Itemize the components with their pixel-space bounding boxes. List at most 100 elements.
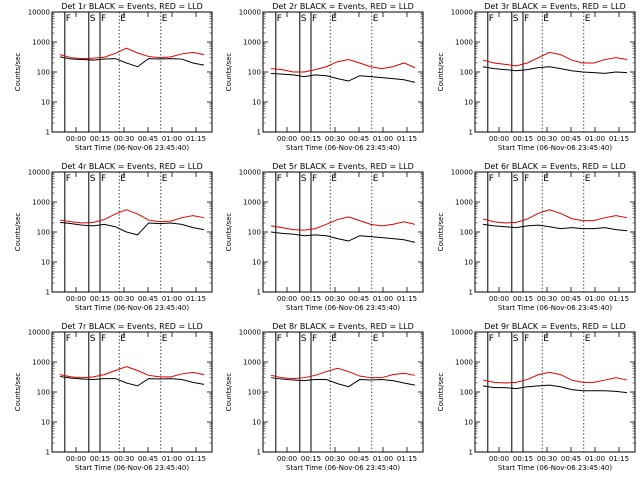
ytick-label: 10000	[451, 329, 473, 337]
xtick-label: 00:15	[90, 295, 110, 303]
event-marker-label: E	[543, 14, 549, 24]
ytick-label: 10	[41, 99, 50, 107]
event-marker-label: F	[101, 174, 106, 184]
event-marker-label: F	[489, 14, 494, 24]
series-black-events	[270, 231, 416, 243]
event-marker-label: S	[301, 14, 307, 24]
event-marker-label: E	[162, 14, 168, 24]
x-axis-label: Start Time (06-Nov-06 23:45:40)	[75, 304, 189, 312]
event-marker-label: F	[101, 14, 106, 24]
ytick-label: 10	[252, 419, 261, 427]
series-red-lld	[482, 51, 628, 67]
event-marker-label: S	[90, 334, 96, 344]
event-marker-label: S	[90, 174, 96, 184]
ytick-label: 1	[469, 289, 473, 297]
xtick-label: 00:30	[325, 455, 345, 463]
ytick-label: 10000	[239, 169, 261, 177]
event-marker-label: F	[312, 14, 317, 24]
ytick-label: 10	[464, 419, 473, 427]
event-marker-label: E	[585, 14, 591, 24]
event-marker-label: E	[585, 334, 591, 344]
y-axis-label: Counts/sec	[225, 373, 233, 412]
xtick-label: 01:15	[397, 135, 417, 143]
panel-5: Det 5r BLACK = Events, RED = LLD 1 10 100 10…	[225, 162, 424, 312]
panel-3: Det 3r BLACK = Events, RED = LLD 1 10 100 10…	[437, 2, 636, 152]
ytick-label: 100	[248, 229, 261, 237]
series-red-lld	[270, 216, 416, 231]
xtick-label: 00:30	[325, 135, 345, 143]
series-red-lld	[59, 366, 205, 379]
xtick-label: 00:15	[301, 295, 321, 303]
y-axis-label: Counts/sec	[437, 213, 445, 252]
event-marker-label: E	[331, 334, 337, 344]
ytick-label: 1000	[243, 39, 261, 47]
panel-8: Det 8r BLACK = Events, RED = LLD 1 10 100 10…	[225, 322, 424, 472]
y-axis-label: Counts/sec	[14, 373, 22, 412]
event-marker-label: E	[162, 334, 168, 344]
xtick-label: 01:15	[609, 135, 629, 143]
plot-frame	[474, 11, 636, 133]
panel-6: Det 6r BLACK = Events, RED = LLD 1 10 100 10…	[437, 162, 636, 312]
ytick-label: 1	[46, 449, 50, 457]
xtick-label: 01:00	[162, 455, 182, 463]
xtick-label: 00:30	[114, 135, 134, 143]
ytick-label: 100	[37, 229, 50, 237]
xtick-label: 00:45	[138, 295, 158, 303]
event-marker-label: E	[543, 334, 549, 344]
xtick-label: 00:45	[138, 455, 158, 463]
xtick-label: 00:00	[489, 455, 509, 463]
y-axis-label: Counts/sec	[437, 53, 445, 92]
x-axis-label: Start Time (06-Nov-06 23:45:40)	[498, 144, 612, 152]
ytick-label: 100	[460, 69, 473, 77]
ytick-label: 1	[257, 449, 261, 457]
panel-2: Det 2r BLACK = Events, RED = LLD 1 10 100 10…	[225, 2, 424, 152]
xtick-label: 00:00	[277, 295, 297, 303]
series-red-lld	[270, 59, 416, 73]
xtick-label: 01:00	[373, 135, 393, 143]
plot-frame	[51, 331, 213, 453]
ytick-label: 1	[46, 129, 50, 137]
panel-title: Det 4r BLACK = Events, RED = LLD	[61, 162, 203, 171]
panel-9: Det 9r BLACK = Events, RED = LLD 1 10 100 10…	[437, 322, 636, 472]
ytick-label: 10	[41, 419, 50, 427]
xtick-label: 00:45	[561, 295, 581, 303]
panel-title: Det 8r BLACK = Events, RED = LLD	[272, 322, 414, 331]
panel-title: Det 5r BLACK = Events, RED = LLD	[272, 162, 414, 171]
ytick-label: 100	[37, 389, 50, 397]
xtick-label: 00:15	[301, 455, 321, 463]
event-marker-label: E	[120, 174, 126, 184]
x-axis-label: Start Time (06-Nov-06 23:45:40)	[75, 144, 189, 152]
event-marker-label: E	[585, 174, 591, 184]
event-marker-label: S	[513, 14, 519, 24]
ytick-label: 10	[41, 259, 50, 267]
xtick-label: 00:30	[114, 455, 134, 463]
series-black-events	[270, 72, 416, 83]
xtick-label: 00:30	[537, 135, 557, 143]
series-black-events	[59, 56, 205, 68]
series-black-events	[482, 223, 628, 232]
xtick-label: 01:15	[186, 455, 206, 463]
xtick-label: 00:30	[325, 295, 345, 303]
ytick-label: 1	[46, 289, 50, 297]
xtick-label: 00:00	[489, 295, 509, 303]
panel-title: Det 3r BLACK = Events, RED = LLD	[484, 2, 626, 11]
event-marker-label: F	[277, 174, 282, 184]
x-axis-label: Start Time (06-Nov-06 23:45:40)	[286, 304, 400, 312]
ytick-label: 1000	[243, 359, 261, 367]
event-marker-label: F	[489, 174, 494, 184]
xtick-label: 00:45	[561, 455, 581, 463]
series-red-lld	[59, 209, 205, 224]
event-marker-label: S	[513, 174, 519, 184]
xtick-label: 00:00	[277, 135, 297, 143]
event-marker-label: E	[373, 334, 379, 344]
ytick-label: 1	[257, 129, 261, 137]
y-axis-label: Counts/sec	[437, 373, 445, 412]
ytick-label: 1000	[455, 39, 473, 47]
xtick-label: 01:15	[609, 455, 629, 463]
series-red-lld	[482, 371, 628, 384]
xtick-label: 00:15	[90, 135, 110, 143]
panel-title: Det 1r BLACK = Events, RED = LLD	[61, 2, 203, 11]
event-marker-label: S	[301, 174, 307, 184]
event-marker-label: E	[331, 14, 337, 24]
xtick-label: 01:00	[373, 455, 393, 463]
